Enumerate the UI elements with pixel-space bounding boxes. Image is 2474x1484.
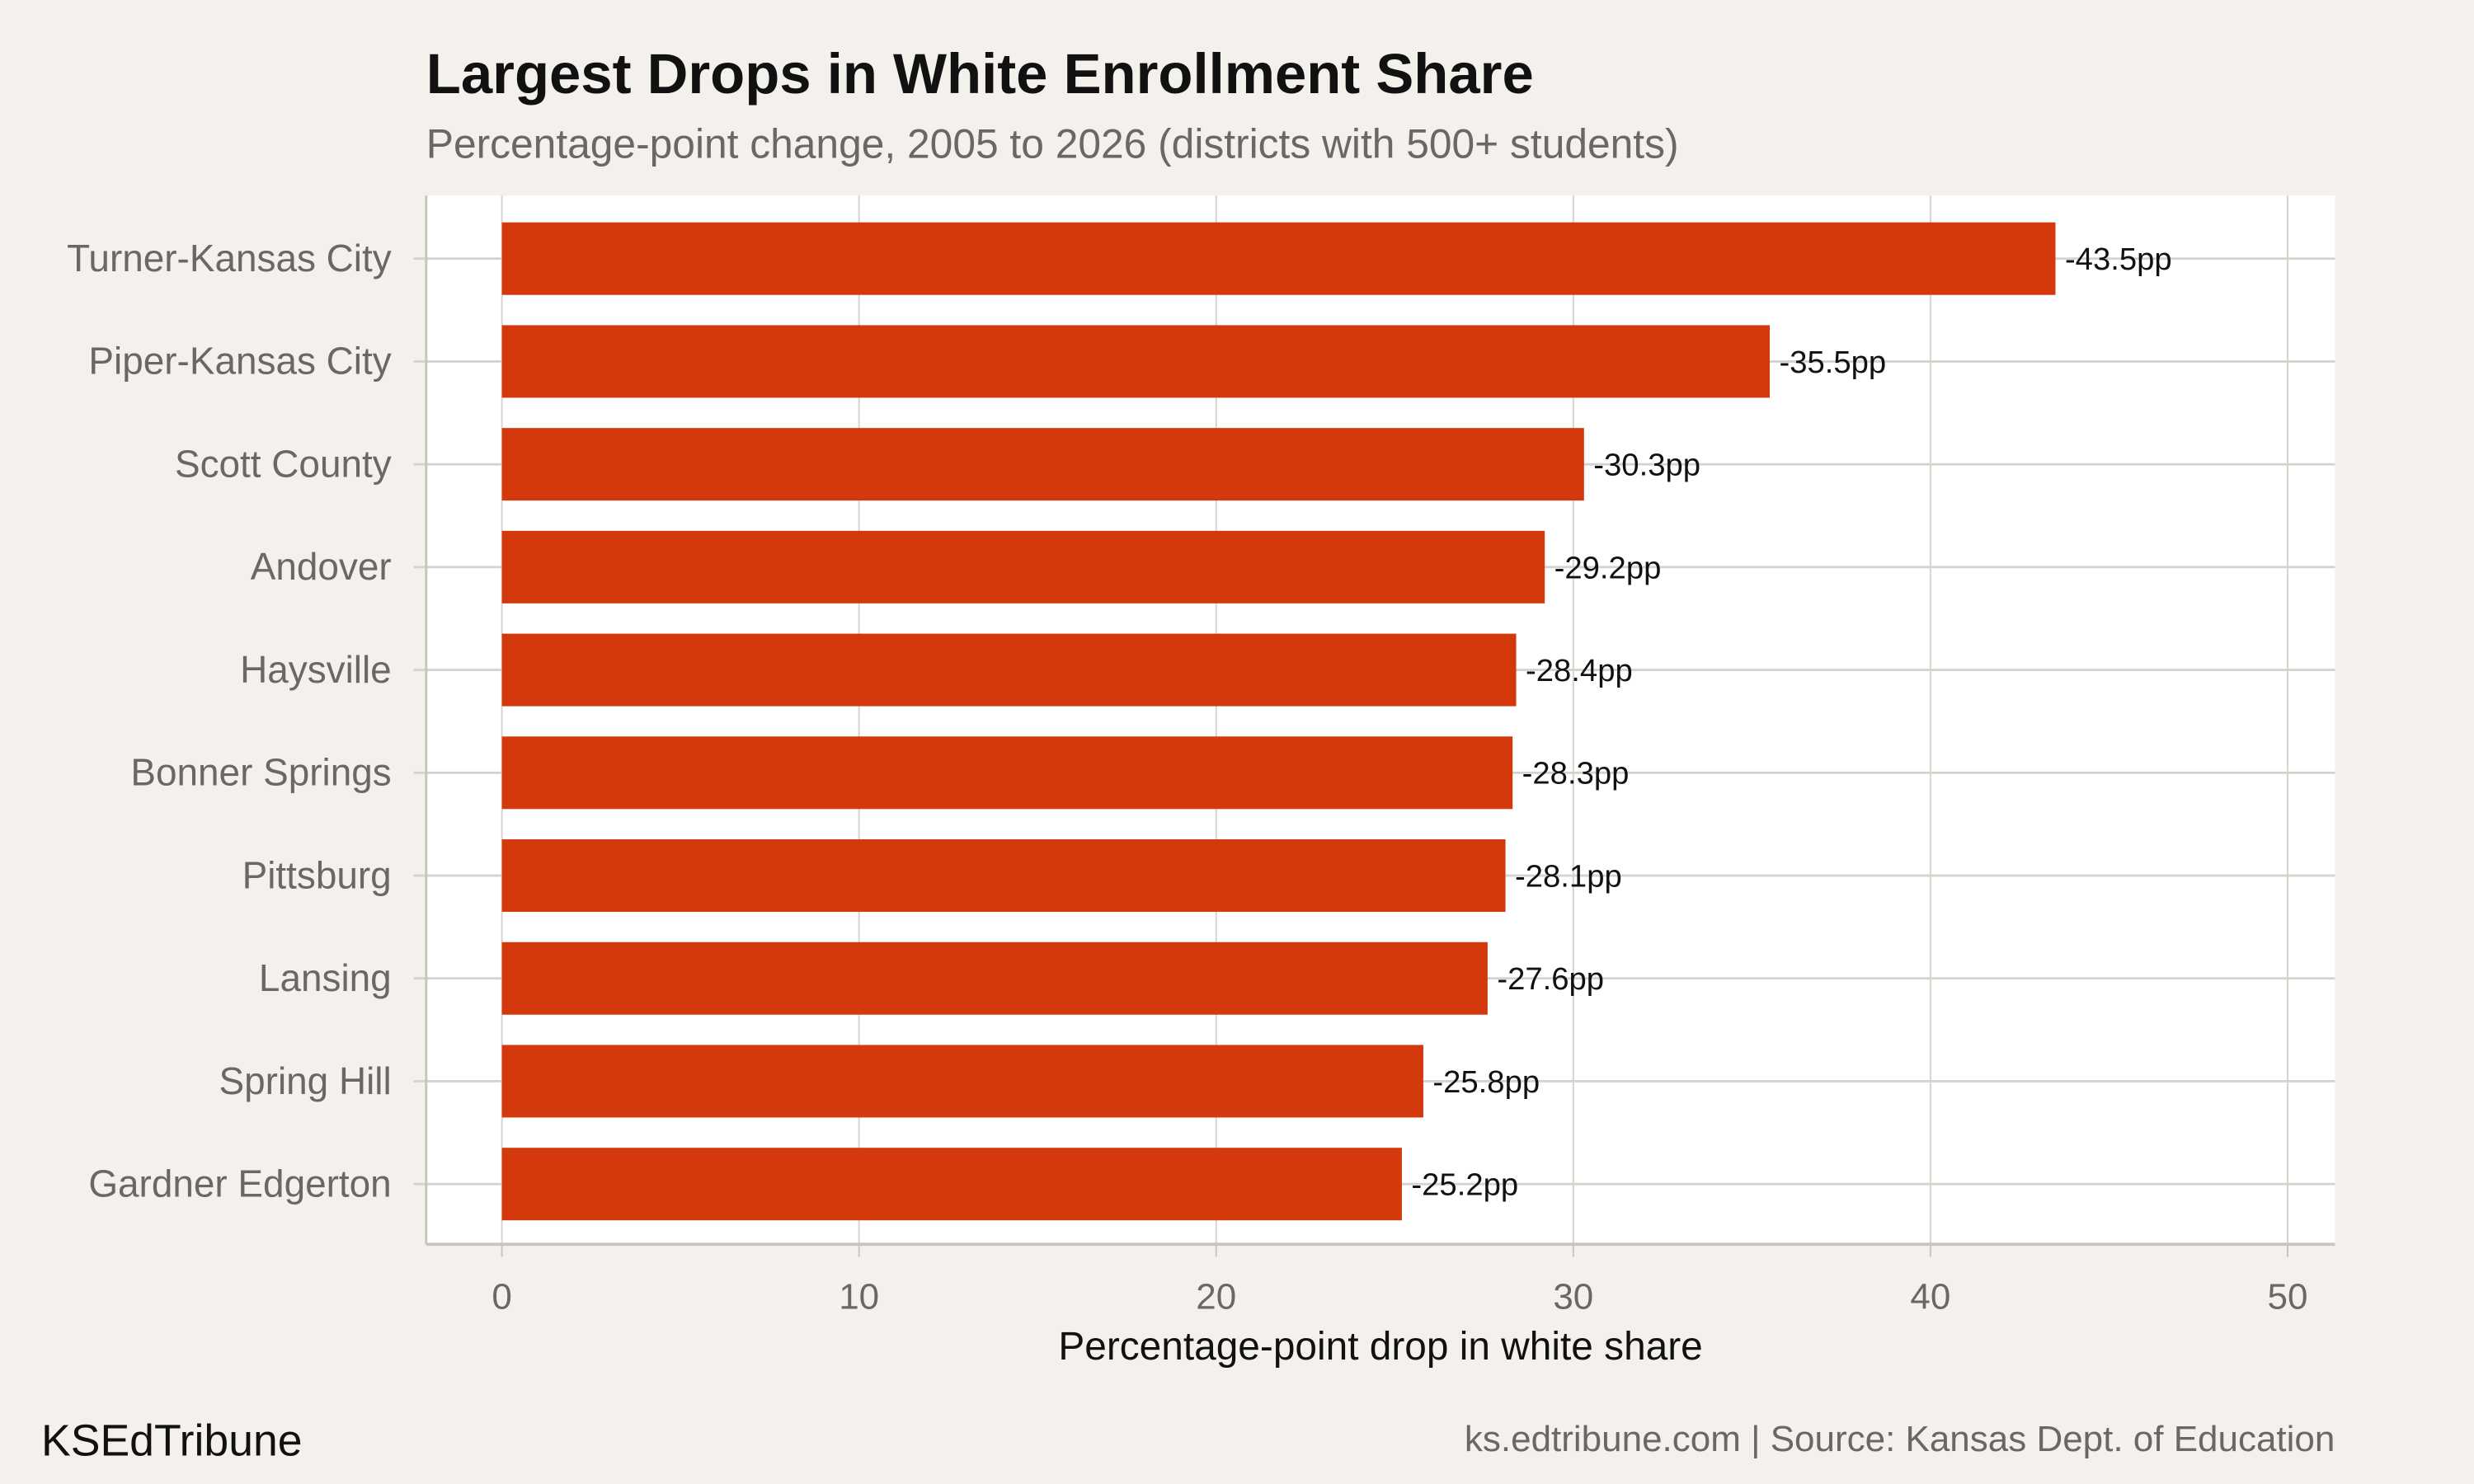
bar (501, 1148, 1402, 1221)
bar (501, 736, 1513, 810)
data-label: -27.6pp (1497, 961, 1604, 997)
category-label: Turner-Kansas City (67, 237, 392, 279)
data-label: -28.3pp (1522, 756, 1630, 791)
x-axis-title: Percentage-point drop in white share (1058, 1325, 1702, 1369)
category-label: Andover (251, 545, 392, 588)
x-tick-label: 50 (2267, 1277, 2307, 1317)
data-label: -35.5pp (1779, 345, 1886, 380)
x-tick-label: 40 (1910, 1277, 1950, 1317)
x-tick-label: 10 (839, 1277, 879, 1317)
x-ticks: 0 10 20 30 40 50 (492, 1244, 2307, 1317)
category-label: Scott County (175, 442, 392, 485)
chart-subtitle: Percentage-point change, 2005 to 2026 (d… (426, 120, 1679, 167)
category-label: Pittsburg (242, 853, 392, 896)
category-label: Piper-Kansas City (88, 340, 391, 383)
bar (501, 428, 1584, 501)
bar (501, 942, 1488, 1015)
chart-title: Largest Drops in White Enrollment Share (426, 42, 1534, 106)
data-label: -43.5pp (2065, 242, 2172, 277)
data-label: -29.2pp (1554, 550, 1662, 585)
data-label: -30.3pp (1593, 448, 1700, 483)
data-label: -25.2pp (1411, 1167, 1518, 1203)
brand-label: KSEdTribune (41, 1417, 303, 1466)
bar (501, 222, 2056, 295)
category-label: Haysville (240, 648, 392, 691)
bar (501, 633, 1517, 707)
category-label: Gardner Edgerton (88, 1162, 391, 1205)
category-label: Lansing (259, 956, 392, 999)
bars: Turner-Kansas City -43.5pp Piper-Kansas Ci… (67, 222, 2172, 1221)
x-tick-label: 0 (492, 1277, 511, 1317)
data-label: -25.8pp (1432, 1064, 1540, 1100)
bar (501, 1045, 1423, 1118)
x-tick-label: 20 (1196, 1277, 1236, 1317)
bar (501, 530, 1545, 603)
category-label: Bonner Springs (130, 751, 391, 794)
bar (501, 839, 1506, 913)
bar (501, 325, 1771, 398)
category-label: Spring Hill (219, 1059, 392, 1102)
data-label: -28.4pp (1526, 653, 1633, 688)
data-label: -28.1pp (1515, 858, 1622, 894)
x-tick-label: 30 (1553, 1277, 1593, 1317)
source-credit: ks.edtribune.com | Source: Kansas Dept. … (1465, 1419, 2335, 1459)
